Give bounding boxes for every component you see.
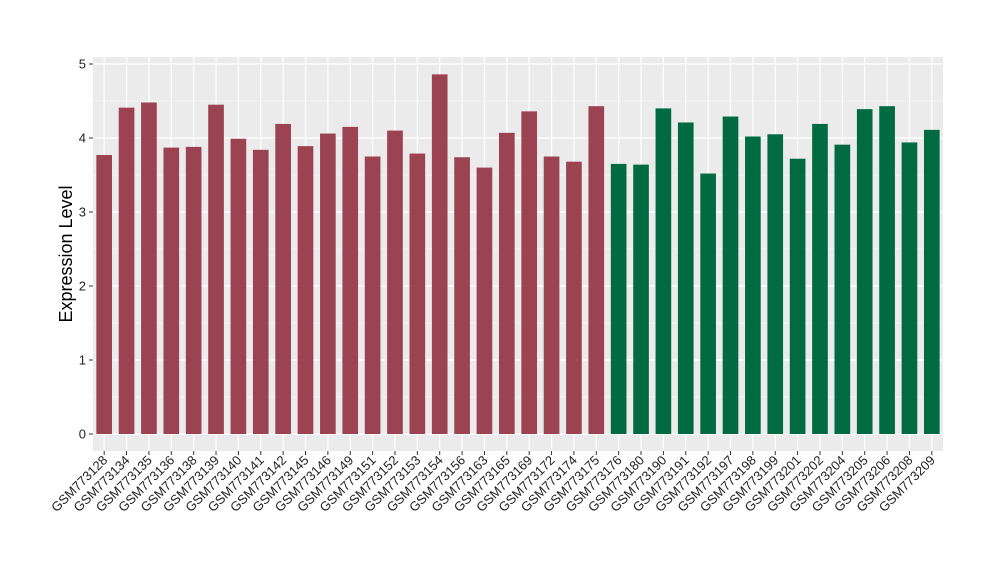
bar [141,102,157,434]
bar [901,142,918,434]
bar [789,158,806,434]
bar [633,164,649,434]
bar [745,136,761,434]
y-tick-label: 3 [79,205,86,220]
bar [163,147,180,434]
bar [588,106,605,435]
bar [275,123,291,434]
bar [923,129,940,435]
bar [409,153,426,435]
y-axis: 0 1 2 3 4 5 [79,57,93,442]
bar [342,126,359,435]
bar [208,104,224,434]
bar [297,146,314,434]
bar [320,133,336,434]
bar [476,167,493,434]
bar [834,144,851,434]
bar [498,132,515,434]
bar [185,146,202,434]
bar [454,157,470,435]
bar [252,149,269,434]
bar [655,108,672,435]
bar [387,130,403,434]
y-axis-title: Expression Level [56,185,76,322]
bar [677,122,694,435]
bar [543,156,560,434]
bar [364,156,381,434]
bar [700,173,716,434]
y-tick-label: 5 [79,57,86,72]
x-axis: GSM773128GSM773134GSM773135GSM773136GSM7… [48,451,938,515]
y-tick-label: 2 [79,279,86,294]
bar [722,116,739,434]
bars [96,74,940,435]
y-tick-label: 4 [79,131,86,146]
bar [566,161,582,434]
y-tick-label: 0 [79,427,86,442]
bar [96,155,113,434]
bar [812,123,828,434]
bar [521,111,538,435]
y-tick-label: 1 [79,353,86,368]
bar [767,134,784,435]
bar [610,163,627,434]
bar [879,106,895,435]
bar [230,138,247,435]
bar [856,109,873,434]
bar [118,107,135,434]
bar [431,74,448,435]
